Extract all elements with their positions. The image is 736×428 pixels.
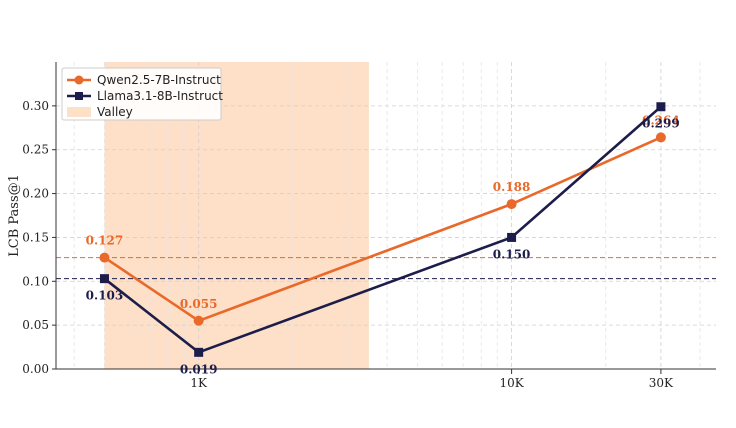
x-tick-label: 10K — [499, 376, 524, 390]
data-point — [194, 347, 204, 357]
legend-patch — [67, 107, 91, 117]
data-point — [507, 232, 517, 242]
data-label: 0.264 — [642, 113, 680, 127]
data-label: 0.127 — [86, 234, 124, 248]
legend-marker — [74, 75, 84, 85]
y-tick-label: 0.15 — [22, 230, 49, 244]
data-label: 0.055 — [180, 297, 218, 311]
legend-label: Llama3.1-8B-Instruct — [97, 89, 223, 103]
data-label: 0.150 — [493, 247, 531, 261]
legend: Qwen2.5-7B-Instruct Llama3.1-8B-Instruct V… — [61, 67, 223, 121]
x-tick-label: 1K — [190, 376, 208, 390]
legend-label: Qwen2.5-7B-Instruct — [97, 73, 221, 87]
y-axis-label: LCB Pass@1 — [7, 174, 22, 257]
y-tick-label: 0.05 — [22, 318, 49, 332]
data-point — [99, 274, 109, 284]
legend-box — [61, 67, 222, 121]
legend-marker — [75, 92, 83, 100]
y-tick-label: 0.30 — [22, 99, 49, 113]
series-line-1 — [103, 105, 662, 354]
y-tick-label: 0.00 — [22, 362, 49, 376]
y-tick-label: 0.25 — [22, 143, 49, 157]
data-label: 0.188 — [493, 180, 531, 194]
data-point — [99, 252, 110, 263]
data-label: 0.019 — [180, 362, 218, 376]
data-point — [656, 102, 666, 112]
data-label: 0.299 — [642, 117, 680, 131]
y-tick-label: 0.20 — [22, 187, 49, 201]
data-point — [506, 199, 517, 210]
legend-label: Valley — [97, 105, 133, 119]
y-tick-label: 0.10 — [22, 274, 49, 288]
data-label: 0.103 — [86, 289, 124, 303]
x-tick-label: 30K — [649, 376, 674, 390]
data-point — [655, 132, 666, 143]
data-point — [193, 315, 204, 326]
